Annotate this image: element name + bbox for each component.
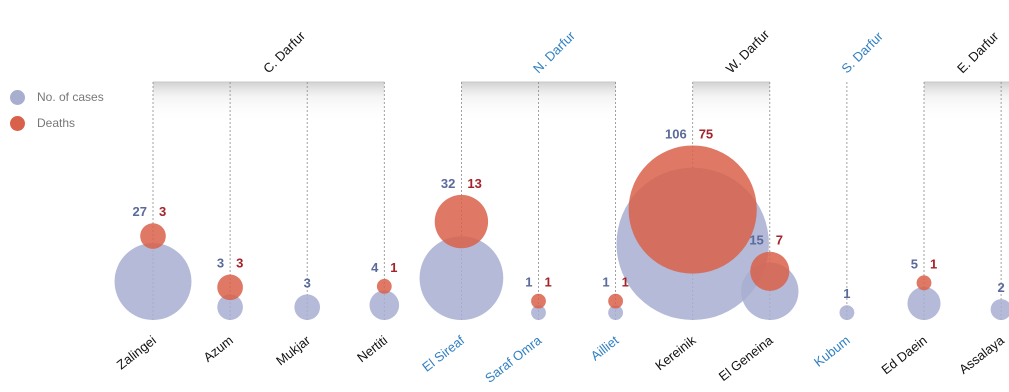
cases-value-kereinik: 106 <box>665 126 687 141</box>
cases-value-ed-daein: 5 <box>911 256 918 271</box>
locality-label-azum: Azum <box>201 333 236 365</box>
cases-bubble-azum <box>217 294 243 320</box>
locality-label-kubum: Kubum <box>811 333 853 370</box>
cases-value-nertiti: 4 <box>371 260 379 275</box>
deaths-value-azum: 3 <box>236 255 243 270</box>
deaths-swatch-icon <box>10 115 25 131</box>
deaths-value-zalingei: 3 <box>159 204 166 219</box>
deaths-bubble-azum <box>217 274 243 301</box>
region-band-w-darfur <box>692 82 770 124</box>
region-band-e-darfur <box>924 82 1009 124</box>
deaths-value-nertiti: 1 <box>390 260 397 275</box>
cases-bubble-zalingei <box>114 243 192 320</box>
legend-label-deaths: Deaths <box>37 116 76 130</box>
locality-label-saraf-omra: Saraf Omra <box>482 332 545 386</box>
cases-bubble-assalaya <box>990 299 1009 320</box>
locality-label-ed-daein: Ed Daein <box>878 333 929 378</box>
cases-value-zalingei: 27 <box>133 204 147 219</box>
locality-label-assalaya: Assalaya <box>956 332 1007 377</box>
cases-value-mukjar: 3 <box>304 275 311 290</box>
deaths-bubble-kereinik <box>628 145 757 274</box>
death-bubbles <box>140 145 932 309</box>
deaths-bubble-el-geneina <box>750 251 790 291</box>
cases-bubble-ed-daein <box>907 286 941 320</box>
locality-label-el-geneina: El Geneina <box>716 332 777 384</box>
cases-bubble-kubum <box>839 305 855 320</box>
cases-bubble-el-sireaf <box>419 236 504 320</box>
cases-bubble-ailliet <box>608 305 623 320</box>
case-bubbles <box>114 167 1009 321</box>
cases-value-assalaya: 2 <box>997 280 1004 295</box>
legend-item-deaths: Deaths <box>10 110 104 136</box>
locality-labels: Zalingei Azum Mukjar Nertiti El Sireaf Saraf … <box>114 332 1008 386</box>
region-label-w-darfur: W. Darfur <box>723 26 773 76</box>
deaths-value-el-sireaf: 13 <box>467 176 481 191</box>
locality-label-ailliet: Ailliet <box>588 332 622 363</box>
region-bands <box>153 81 1009 124</box>
deaths-value-ailliet: 1 <box>622 275 629 290</box>
region-label-s-darfur: S. Darfur <box>838 28 886 76</box>
cases-value-el-sireaf: 32 <box>441 176 455 191</box>
region-label-c-darfur: C. Darfur <box>260 28 308 76</box>
region-band-c-darfur <box>153 82 385 124</box>
locality-label-mukjar: Mukjar <box>273 332 314 368</box>
cases-value-el-geneina: 15 <box>749 233 763 248</box>
locality-label-nertiti: Nertiti <box>354 332 390 365</box>
deaths-bubble-ed-daein <box>916 275 932 291</box>
deaths-value-ed-daein: 1 <box>930 256 937 271</box>
cases-value-ailliet: 1 <box>602 275 609 290</box>
locality-label-el-sireaf: El Sireaf <box>419 332 467 374</box>
cases-swatch-icon <box>10 89 25 105</box>
legend-label-cases: No. of cases <box>37 90 104 104</box>
deaths-value-el-geneina: 7 <box>776 233 783 248</box>
region-label-e-darfur: E. Darfur <box>954 28 1002 76</box>
deaths-bubble-saraf-omra <box>531 293 546 309</box>
cases-value-saraf-omra: 1 <box>525 275 532 290</box>
deaths-bubble-zalingei <box>140 223 166 249</box>
cases-value-azum: 3 <box>217 255 224 270</box>
locality-label-kereinik: Kereinik <box>652 332 699 373</box>
deaths-value-kereinik: 75 <box>699 126 713 141</box>
region-label-n-darfur: N. Darfur <box>530 28 578 76</box>
deaths-value-saraf-omra: 1 <box>545 275 552 290</box>
deaths-bubble-nertiti <box>376 278 392 294</box>
deaths-bubble-ailliet <box>608 293 623 309</box>
legend-item-cases: No. of cases <box>10 84 104 110</box>
cases-bubble-nertiti <box>369 290 400 321</box>
locality-label-zalingei: Zalingei <box>114 332 159 372</box>
cases-bubble-mukjar <box>294 294 321 320</box>
legend: No. of cases Deaths <box>10 84 104 136</box>
region-labels: C. Darfur N. Darfur W. Darfur S. Darfur E. D… <box>260 26 1002 76</box>
deaths-bubble-el-sireaf <box>434 194 489 249</box>
cases-value-kubum: 1 <box>843 286 850 301</box>
cases-bubble-saraf-omra <box>531 305 546 320</box>
